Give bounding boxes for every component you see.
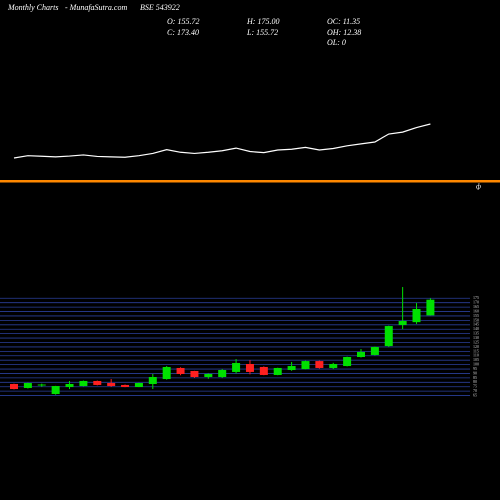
stat: H: 175.00 [246,17,279,26]
header-site: Monthly Charts [7,3,58,12]
candle-body [329,363,338,368]
candle-body [232,363,241,372]
y-tick-label: 165 [473,304,479,309]
y-tick-label: 160 [473,308,479,313]
candle-body [65,383,74,387]
y-tick-label: 75 [473,384,477,389]
divider [0,180,500,183]
y-tick-label: 85 [473,375,477,380]
stat: O: 155.72 [167,17,199,26]
candle-body [370,347,379,355]
candle-body [148,377,157,384]
y-tick-label: 100 [473,362,479,367]
header-brand: - MunafaSutra.com [65,3,127,12]
y-tick-label: 115 [473,348,479,353]
y-tick-label: 155 [473,313,479,318]
y-tick-label: 105 [473,357,479,362]
y-tick-label: 175 [473,295,479,300]
candle-body [51,386,60,394]
candle-body [384,326,393,347]
y-tick-label: 145 [473,322,479,327]
y-tick-label: 130 [473,335,479,340]
candle-body [301,361,310,370]
candle-body [190,370,199,377]
y-tick-label: 95 [473,366,477,371]
y-tick-label: 120 [473,344,479,349]
candle-body [426,299,435,316]
candle-body [10,383,18,390]
y-tick-label: 135 [473,331,479,336]
y-tick-label: 150 [473,317,479,322]
y-tick-label: 90 [473,370,477,375]
candle-body [273,367,282,375]
marker: ф [476,183,481,191]
stat: OL: 0 [327,38,346,47]
candle-body [357,351,365,358]
candle-body [121,384,130,387]
candle-body [37,384,46,386]
candle-body [176,367,185,374]
candle-body [245,363,254,372]
candle-body [287,366,296,371]
stat: C: 173.40 [167,28,199,37]
stat: OC: 11.35 [327,17,360,26]
candle-body [93,380,102,385]
candle-body [412,308,421,323]
y-tick-label: 170 [473,300,479,305]
stat: L: 155.72 [246,28,278,37]
candle-body [134,383,143,387]
candle-body [343,357,352,367]
candle-body [259,367,268,375]
close-line [13,123,431,159]
candle-body [162,367,171,380]
candle-body [218,370,227,377]
candle-body [23,383,32,388]
y-tick-label: 125 [473,339,479,344]
candle-body [107,383,116,387]
candle-body [204,373,213,377]
candle-body [398,321,407,325]
stat: OH: 12.38 [327,28,361,37]
y-tick-label: 70 [473,388,477,393]
y-tick-label: 80 [473,379,477,384]
y-tick-label: 140 [473,326,479,331]
y-tick-label: 65 [473,392,477,397]
y-tick-label: 110 [473,353,479,358]
header-symbol: BSE 543922 [140,3,180,12]
candle-body [79,380,88,387]
candle-body [315,361,324,368]
